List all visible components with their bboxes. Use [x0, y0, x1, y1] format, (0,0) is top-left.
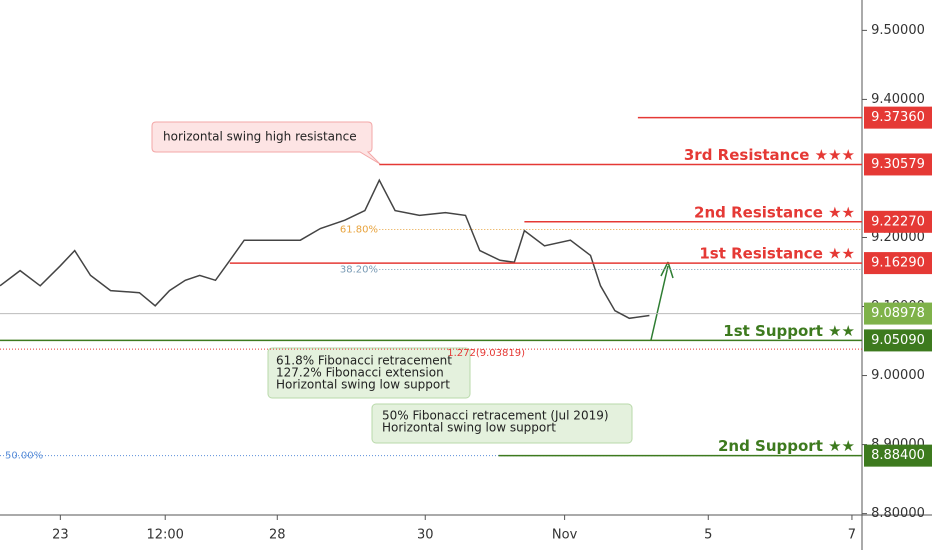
fib-label: 50.00%	[5, 451, 43, 462]
price-line	[0, 178, 650, 320]
x-tick-label: 12:00	[146, 528, 183, 543]
level-name: 2nd Support ★★	[718, 437, 855, 455]
level-name: 1st Support ★★	[723, 322, 855, 340]
callout-text: 127.2% Fibonacci extension	[276, 366, 444, 380]
y-tick-label: 9.40000	[871, 92, 925, 107]
y-tick-label: 9.50000	[871, 23, 925, 38]
price-box	[864, 153, 932, 176]
price-box-label: 9.05090	[871, 333, 925, 348]
price-box	[864, 252, 932, 275]
fib-label: 38.20%	[340, 265, 378, 276]
price-box-label: 9.30579	[871, 157, 925, 172]
price-box-label: 9.16290	[871, 256, 925, 271]
callout-text: 61.8% Fibonacci retracement	[276, 354, 452, 368]
fib-label: 61.80%	[340, 224, 378, 235]
callout-text: Horizontal swing low support	[382, 421, 556, 435]
price-box-label: 9.37360	[871, 110, 925, 125]
price-box-label: 9.08978	[871, 306, 925, 321]
level-name: 1st Resistance ★★	[699, 245, 855, 263]
price-box	[864, 329, 932, 352]
x-tick-label: 23	[52, 528, 69, 543]
y-tick-label: 9.00000	[871, 368, 925, 383]
callout-text: 50% Fibonacci retracement (Jul 2019)	[382, 409, 609, 423]
callout-text: horizontal swing high resistance	[163, 130, 357, 144]
price-box-label: 8.88400	[871, 448, 925, 463]
level-name: 2nd Resistance ★★	[694, 203, 855, 221]
arrow	[650, 265, 669, 341]
price-box-label: 9.22270	[871, 214, 925, 229]
price-box	[864, 444, 932, 467]
level-name: 3rd Resistance ★★★	[684, 146, 855, 164]
x-tick-label: 5	[704, 528, 712, 543]
x-tick-label: 28	[269, 528, 286, 543]
fib-label: 1.272(9.03819)	[447, 348, 525, 359]
y-tick-label: 9.20000	[871, 230, 925, 245]
price-box	[864, 210, 932, 233]
x-tick-label: Nov	[552, 528, 578, 543]
callout-text: Horizontal swing low support	[276, 378, 450, 392]
x-tick-label: 7	[848, 528, 856, 543]
price-box	[864, 106, 932, 129]
price-box	[864, 302, 932, 325]
callout-box	[371, 403, 633, 444]
callout-box	[267, 347, 471, 399]
x-tick-label: 30	[417, 528, 434, 543]
y-tick-label: 8.80000	[871, 506, 925, 521]
